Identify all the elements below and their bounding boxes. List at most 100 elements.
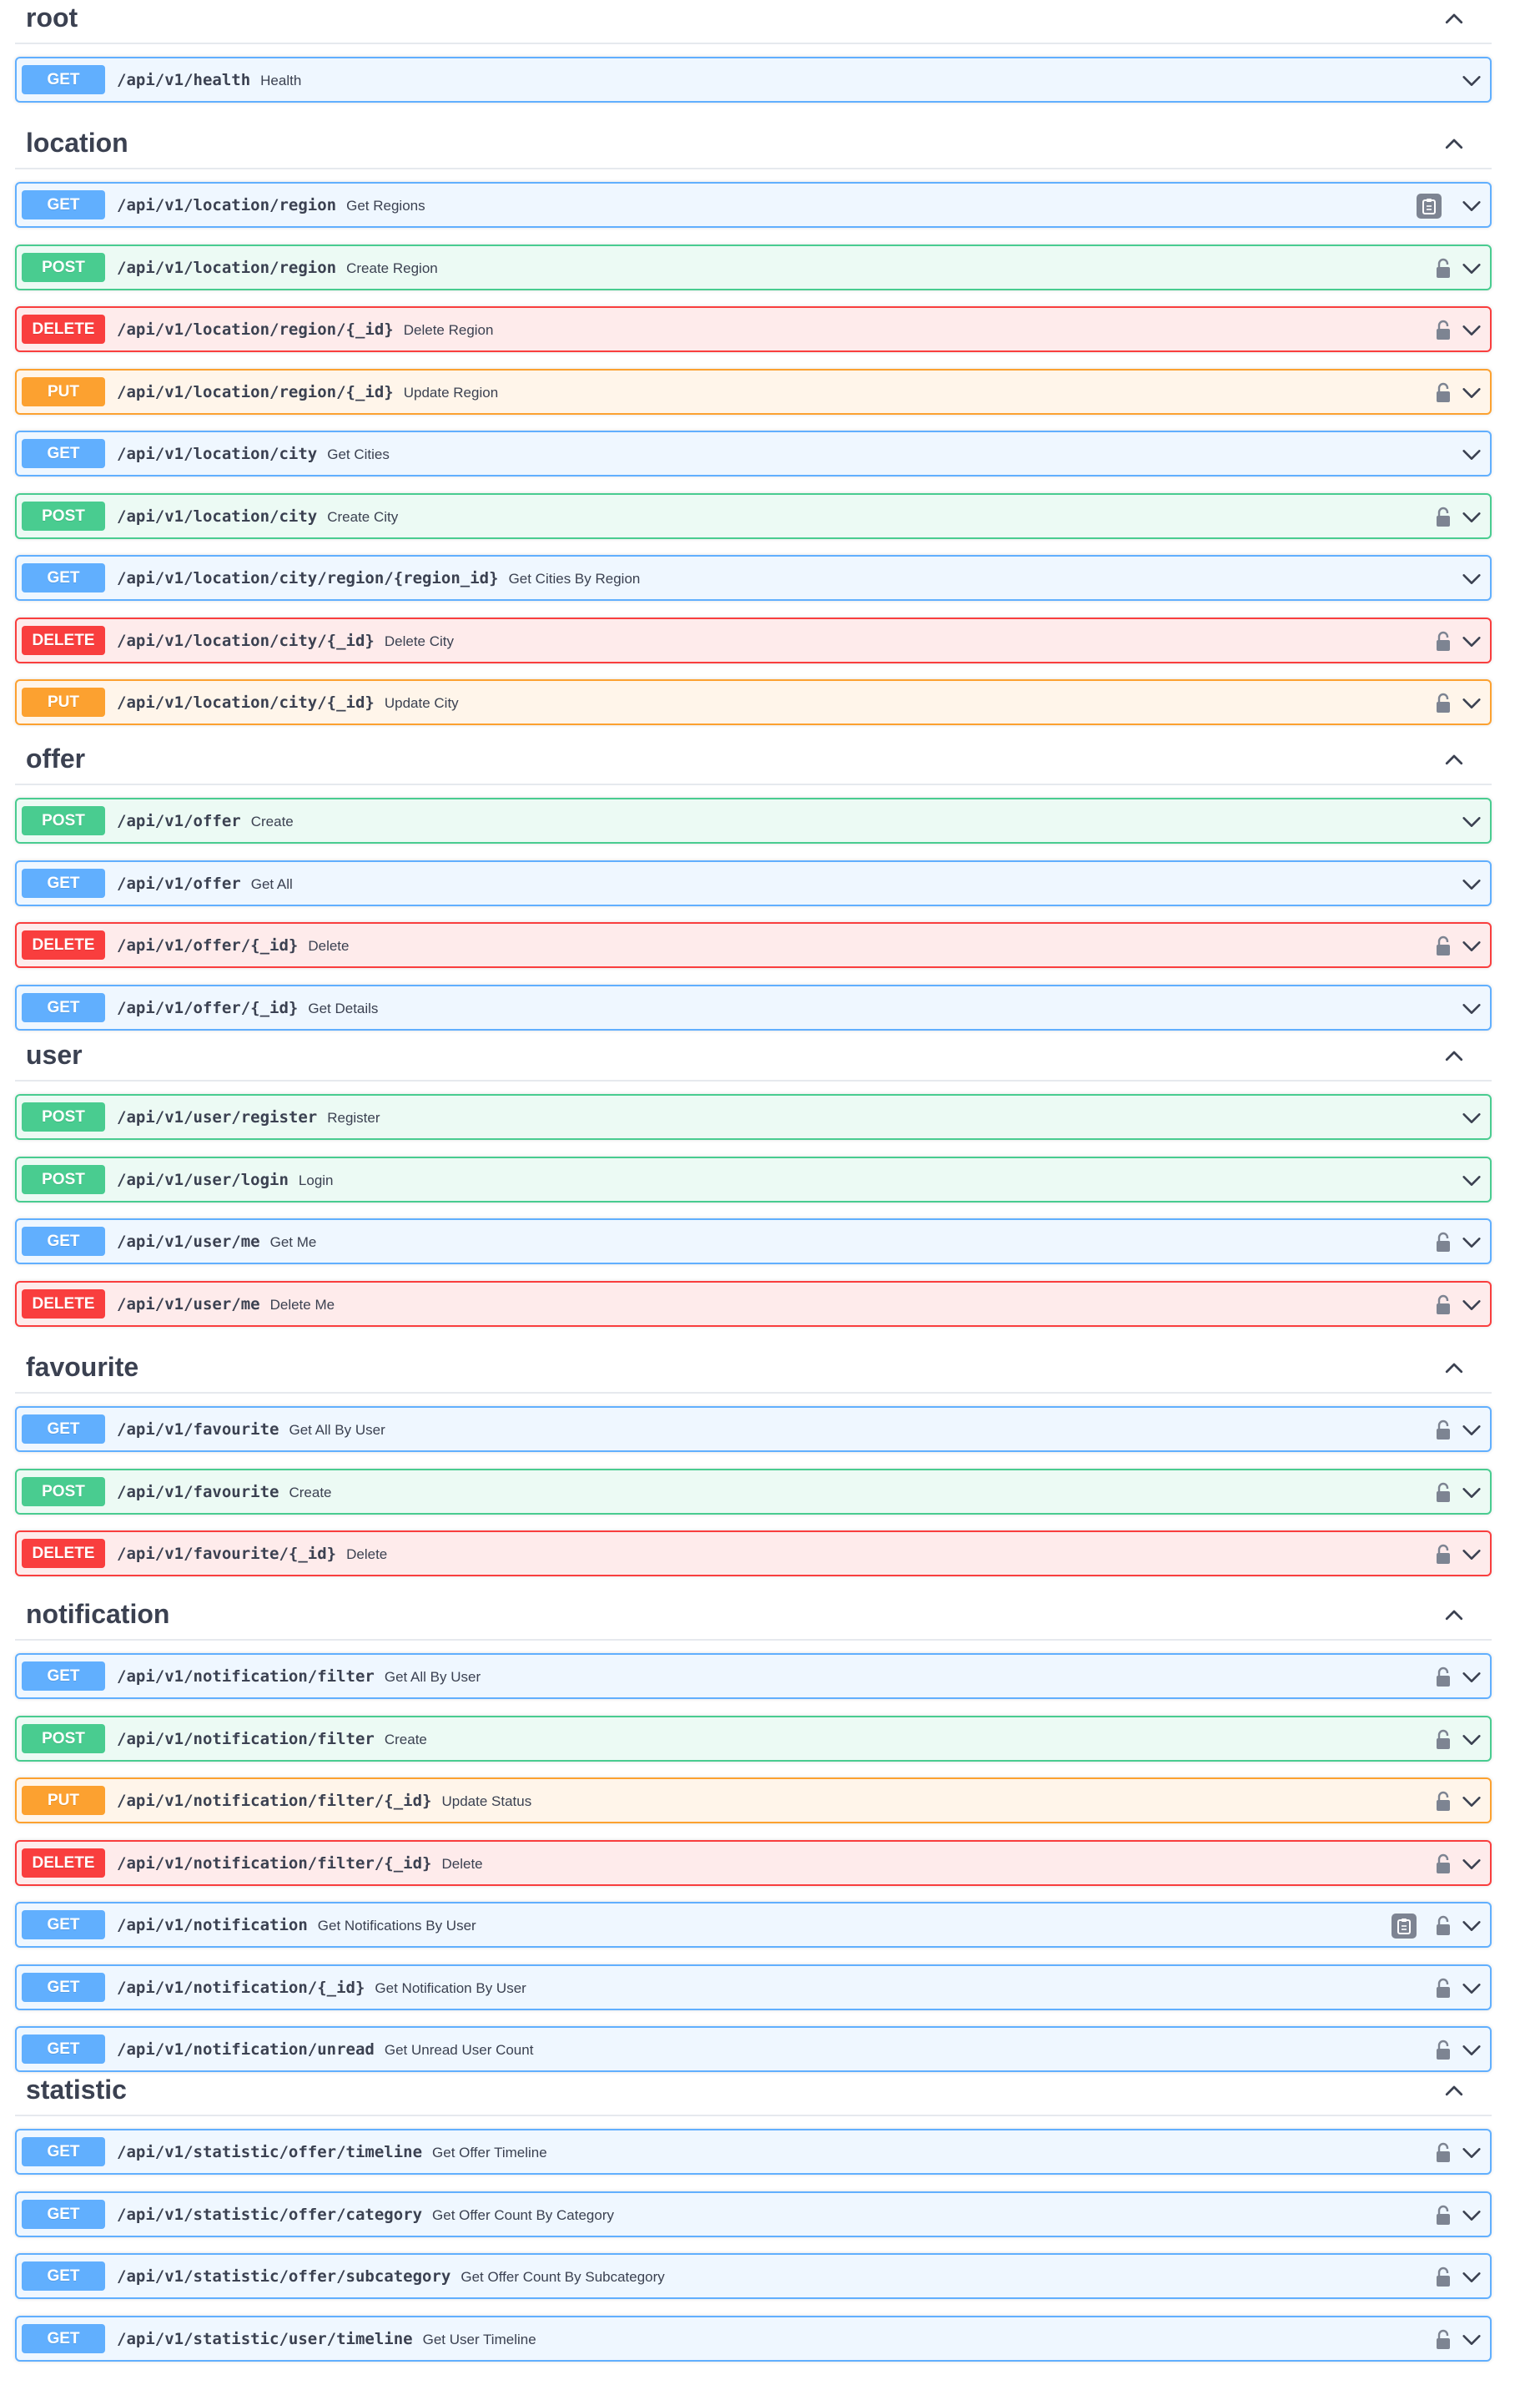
lock-icon[interactable] — [1435, 935, 1452, 957]
chevron-down-icon[interactable] — [1460, 1543, 1483, 1566]
lock-icon[interactable] — [1435, 1294, 1452, 1316]
operation-delete[interactable]: DELETE/api/v1/location/city/{_id} Delete … — [15, 617, 1492, 663]
lock-icon[interactable] — [1435, 258, 1452, 280]
lock-icon[interactable] — [1435, 1791, 1452, 1813]
section-header[interactable]: location — [15, 125, 1492, 169]
section-header[interactable]: root — [15, 0, 1492, 44]
operation-get[interactable]: GET/api/v1/location/city/region/{region_… — [15, 555, 1492, 601]
lock-icon[interactable] — [1435, 1482, 1452, 1504]
section-title[interactable]: root — [26, 3, 78, 33]
chevron-down-icon[interactable] — [1460, 1107, 1483, 1130]
operation-get[interactable]: GET/api/v1/notification/filter Get All By… — [15, 1653, 1492, 1699]
section-title[interactable]: favourite — [26, 1352, 139, 1382]
operation-get[interactable]: GET/api/v1/statistic/offer/subcategory Ge… — [15, 2253, 1492, 2299]
section-title[interactable]: location — [26, 128, 128, 158]
chevron-up-icon[interactable] — [1442, 1044, 1467, 1069]
operation-put[interactable]: PUT/api/v1/location/region/{_id} Update R… — [15, 368, 1492, 415]
lock-icon[interactable] — [1435, 507, 1452, 528]
operation-get[interactable]: GET/api/v1/notification Get Notifications… — [15, 1902, 1492, 1948]
operation-get[interactable]: GET/api/v1/notification/{_id} Get Notific… — [15, 1964, 1492, 2010]
section-title[interactable]: notification — [26, 1599, 170, 1629]
chevron-down-icon[interactable] — [1460, 2039, 1483, 2062]
clipboard-copy-icon[interactable] — [1392, 1914, 1417, 1939]
lock-icon[interactable] — [1435, 1853, 1452, 1875]
chevron-down-icon[interactable] — [1460, 810, 1483, 834]
operation-get[interactable]: GET/api/v1/statistic/user/timeline Get Us… — [15, 2315, 1492, 2362]
chevron-down-icon[interactable] — [1460, 1853, 1483, 1876]
section-header[interactable]: user — [15, 1037, 1492, 1082]
chevron-down-icon[interactable] — [1460, 567, 1483, 591]
chevron-down-icon[interactable] — [1460, 2266, 1483, 2289]
operation-delete[interactable]: DELETE/api/v1/user/me Delete Me — [15, 1280, 1492, 1327]
lock-icon[interactable] — [1435, 631, 1452, 653]
operation-post[interactable]: POST/api/v1/location/region Create Region — [15, 244, 1492, 290]
operation-put[interactable]: PUT/api/v1/location/city/{_id} Update Cit… — [15, 679, 1492, 725]
operation-post[interactable]: POST/api/v1/user/register Register — [15, 1094, 1492, 1140]
chevron-up-icon[interactable] — [1442, 7, 1467, 32]
chevron-down-icon[interactable] — [1460, 873, 1483, 896]
operation-get[interactable]: GET/api/v1/offer/{_id} Get Details — [15, 984, 1492, 1031]
chevron-down-icon[interactable] — [1460, 1419, 1483, 1442]
section-header[interactable]: notification — [15, 1596, 1492, 1641]
lock-icon[interactable] — [1435, 2329, 1452, 2351]
lock-icon[interactable] — [1435, 1978, 1452, 1999]
chevron-down-icon[interactable] — [1460, 319, 1483, 342]
chevron-down-icon[interactable] — [1460, 194, 1483, 218]
operation-delete[interactable]: DELETE/api/v1/offer/{_id} Delete — [15, 922, 1492, 968]
lock-icon[interactable] — [1435, 320, 1452, 341]
chevron-down-icon[interactable] — [1460, 1666, 1483, 1689]
lock-icon[interactable] — [1435, 1666, 1452, 1688]
operation-get[interactable]: GET/api/v1/notification/unread Get Unread… — [15, 2026, 1492, 2072]
chevron-down-icon[interactable] — [1460, 1231, 1483, 1254]
chevron-down-icon[interactable] — [1460, 257, 1483, 280]
chevron-down-icon[interactable] — [1460, 1790, 1483, 1813]
operation-delete[interactable]: DELETE/api/v1/location/region/{_id} Delet… — [15, 306, 1492, 352]
lock-icon[interactable] — [1435, 382, 1452, 404]
operation-delete[interactable]: DELETE/api/v1/favourite/{_id} Delete — [15, 1530, 1492, 1576]
chevron-down-icon[interactable] — [1460, 2204, 1483, 2227]
chevron-down-icon[interactable] — [1460, 692, 1483, 715]
chevron-up-icon[interactable] — [1442, 132, 1467, 157]
operation-get[interactable]: GET/api/v1/user/me Get Me — [15, 1218, 1492, 1264]
chevron-up-icon[interactable] — [1442, 748, 1467, 773]
operation-post[interactable]: POST/api/v1/notification/filter Create — [15, 1715, 1492, 1762]
section-title[interactable]: user — [26, 1040, 83, 1070]
chevron-down-icon[interactable] — [1460, 1293, 1483, 1317]
operation-post[interactable]: POST/api/v1/user/login Login — [15, 1156, 1492, 1203]
lock-icon[interactable] — [1435, 1232, 1452, 1253]
operation-get[interactable]: GET/api/v1/statistic/offer/category Get O… — [15, 2191, 1492, 2237]
chevron-down-icon[interactable] — [1460, 2141, 1483, 2165]
lock-icon[interactable] — [1435, 2205, 1452, 2226]
section-title[interactable]: statistic — [26, 2075, 127, 2105]
chevron-down-icon[interactable] — [1460, 69, 1483, 93]
operation-get[interactable]: GET/api/v1/offer Get All — [15, 860, 1492, 906]
operation-put[interactable]: PUT/api/v1/notification/filter/{_id} Upda… — [15, 1777, 1492, 1823]
chevron-down-icon[interactable] — [1460, 1977, 1483, 2000]
chevron-up-icon[interactable] — [1442, 1356, 1467, 1381]
section-header[interactable]: favourite — [15, 1349, 1492, 1394]
chevron-down-icon[interactable] — [1460, 1728, 1483, 1752]
lock-icon[interactable] — [1435, 2266, 1452, 2288]
chevron-up-icon[interactable] — [1442, 1603, 1467, 1628]
operation-get[interactable]: GET/api/v1/favourite Get All By User — [15, 1406, 1492, 1452]
chevron-down-icon[interactable] — [1460, 506, 1483, 529]
operation-get[interactable]: GET/api/v1/statistic/offer/timeline Get O… — [15, 2129, 1492, 2175]
lock-icon[interactable] — [1435, 1419, 1452, 1441]
operation-post[interactable]: POST/api/v1/offer Create — [15, 798, 1492, 844]
section-header[interactable]: offer — [15, 741, 1492, 785]
chevron-down-icon[interactable] — [1460, 443, 1483, 466]
chevron-down-icon[interactable] — [1460, 630, 1483, 653]
operation-delete[interactable]: DELETE/api/v1/notification/filter/{_id} D… — [15, 1839, 1492, 1886]
chevron-down-icon[interactable] — [1460, 1914, 1483, 1938]
clipboard-copy-icon[interactable] — [1417, 194, 1442, 219]
chevron-down-icon[interactable] — [1460, 997, 1483, 1021]
chevron-down-icon[interactable] — [1460, 381, 1483, 405]
operation-post[interactable]: POST/api/v1/favourite Create — [15, 1468, 1492, 1515]
lock-icon[interactable] — [1435, 2040, 1452, 2061]
lock-icon[interactable] — [1435, 2142, 1452, 2164]
chevron-down-icon[interactable] — [1460, 1169, 1483, 1192]
section-header[interactable]: statistic — [15, 2072, 1492, 2116]
section-title[interactable]: offer — [26, 744, 86, 774]
lock-icon[interactable] — [1435, 1544, 1452, 1566]
operation-get[interactable]: GET/api/v1/health Health — [15, 57, 1492, 103]
